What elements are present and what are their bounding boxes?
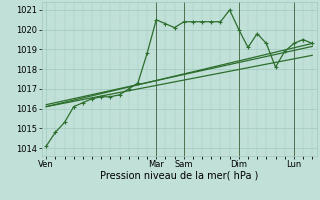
X-axis label: Pression niveau de la mer( hPa ): Pression niveau de la mer( hPa ): [100, 171, 258, 181]
